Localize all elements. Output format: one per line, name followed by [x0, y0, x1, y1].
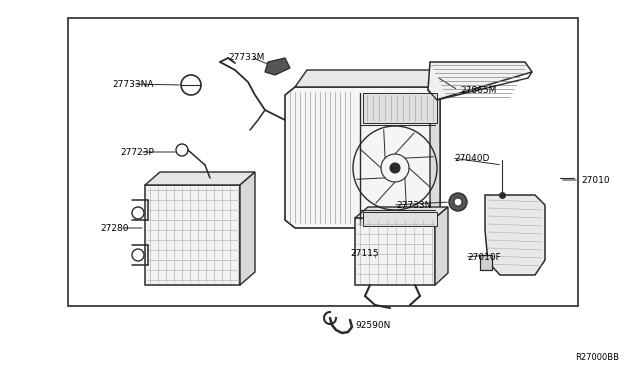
Text: 27723P: 27723P — [120, 148, 154, 157]
Text: 92590N: 92590N — [355, 321, 390, 330]
Text: 27115: 27115 — [350, 250, 379, 259]
Text: 27010F: 27010F — [467, 253, 500, 262]
Polygon shape — [363, 93, 437, 123]
Polygon shape — [430, 87, 440, 228]
Polygon shape — [485, 195, 545, 275]
Circle shape — [454, 198, 462, 206]
Polygon shape — [145, 172, 255, 185]
Polygon shape — [355, 207, 448, 218]
Polygon shape — [265, 58, 290, 75]
Text: 27010: 27010 — [581, 176, 610, 185]
Polygon shape — [355, 218, 435, 285]
Polygon shape — [428, 62, 532, 100]
Text: R27000BB: R27000BB — [575, 353, 619, 362]
Text: 27733NA: 27733NA — [112, 80, 154, 89]
Polygon shape — [480, 255, 492, 270]
Bar — [68, 18, 578, 306]
Polygon shape — [295, 70, 442, 87]
Text: 27280: 27280 — [100, 224, 129, 232]
Text: 27733N: 27733N — [396, 201, 431, 209]
Circle shape — [390, 163, 400, 173]
Text: 27733M: 27733M — [228, 52, 264, 61]
Polygon shape — [285, 87, 440, 228]
Text: 27865M: 27865M — [460, 86, 497, 94]
Circle shape — [449, 193, 467, 211]
Polygon shape — [363, 212, 437, 226]
Polygon shape — [435, 207, 448, 285]
Polygon shape — [145, 185, 240, 285]
Text: 27040D: 27040D — [454, 154, 490, 163]
Polygon shape — [240, 172, 255, 285]
